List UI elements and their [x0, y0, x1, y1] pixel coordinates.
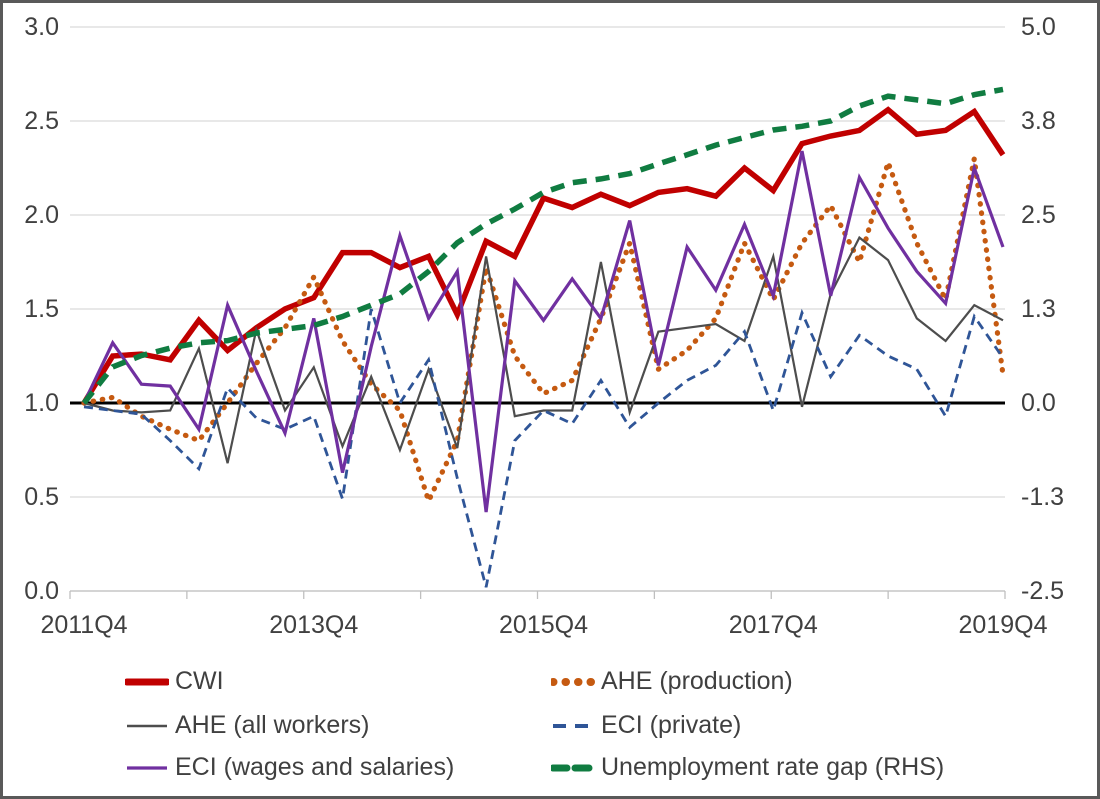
left-axis-tick-0.0: 0.0	[24, 577, 59, 605]
right-axis-tick--1.3: -1.3	[1021, 483, 1065, 511]
right-axis-tick-3.8: 3.8	[1021, 107, 1056, 135]
right-axis-tick--2.5: -2.5	[1021, 577, 1065, 605]
legend-label: ECI (private)	[601, 711, 742, 739]
series-line-eci-wages-and-salaries	[82, 150, 1005, 513]
legend-label: AHE (production)	[601, 667, 793, 695]
right-axis-tick-0.0: 0.0	[1021, 389, 1056, 417]
legend-item-ahe-production: AHE (production)	[549, 667, 793, 696]
left-axis-tick-2.0: 2.0	[24, 201, 59, 229]
unemployment-gap-dashed-swatch-icon	[549, 753, 597, 782]
left-axis-tick-1.5: 1.5	[24, 295, 59, 323]
left-axis-tick-3.0: 3.0	[24, 13, 59, 41]
series-line-ahe-production	[81, 153, 1006, 508]
x-axis-tick-2019Q4: 2019Q4	[958, 611, 1048, 639]
legend-label: CWI	[175, 667, 224, 695]
right-axis-tick-5.0: 5.0	[1021, 13, 1056, 41]
left-axis-tick-2.5: 2.5	[24, 107, 59, 135]
right-axis-tick-1.3: 1.3	[1021, 295, 1056, 323]
legend-label: Unemployment rate gap (RHS)	[601, 753, 945, 781]
right-axis-tick-2.5: 2.5	[1021, 201, 1056, 229]
legend-item-eci-wages-salaries: ECI (wages and salaries)	[125, 753, 454, 782]
legend-item-unemployment-rate-gap: Unemployment rate gap (RHS)	[549, 753, 945, 782]
legend-label: ECI (wages and salaries)	[175, 753, 455, 781]
series-line-cwi	[81, 106, 1006, 405]
legend-item-eci-private: ECI (private)	[551, 711, 741, 740]
x-axis-tick-2015Q4: 2015Q4	[499, 611, 588, 639]
left-axis-tick-1.0: 1.0	[24, 389, 59, 417]
ahe-all-workers-line-swatch-icon	[125, 711, 169, 740]
cwi-line-swatch-icon	[123, 667, 171, 696]
legend-item-cwi: CWI	[123, 667, 224, 696]
legend-item-ahe-all-workers: AHE (all workers)	[125, 711, 369, 740]
left-axis-tick-0.5: 0.5	[24, 483, 59, 511]
series-line-ahe-all-workers	[83, 235, 1004, 464]
ahe-production-dotted-swatch-icon	[549, 667, 597, 696]
x-axis-tick-2013Q4: 2013Q4	[269, 611, 359, 639]
series-line-unemployment-rate-gap-rhs	[81, 86, 1004, 405]
x-axis-tick-2011Q4: 2011Q4	[40, 611, 128, 639]
series-line-eci-private	[83, 308, 1005, 588]
eci-private-dashed-swatch-icon	[551, 711, 595, 740]
wage-growth-line-chart	[69, 26, 1006, 599]
eci-wages-salaries-line-swatch-icon	[125, 753, 169, 782]
legend-label: AHE (all workers)	[175, 711, 370, 739]
x-axis-tick-2017Q4: 2017Q4	[728, 611, 818, 639]
